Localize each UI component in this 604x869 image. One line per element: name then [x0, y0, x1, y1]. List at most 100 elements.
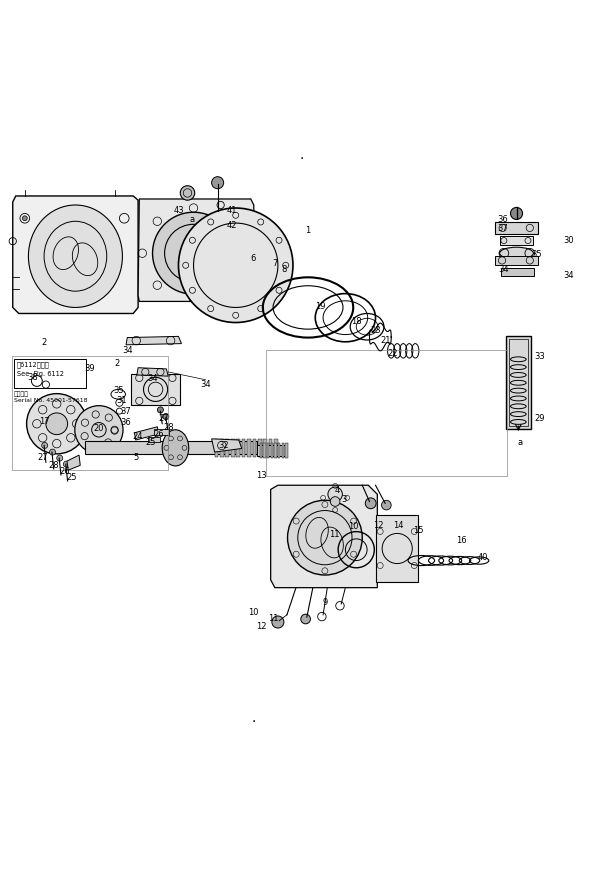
Circle shape	[158, 408, 164, 414]
Circle shape	[46, 414, 68, 435]
Text: 33: 33	[535, 352, 545, 361]
Text: a: a	[518, 437, 522, 446]
Circle shape	[328, 488, 342, 502]
Bar	[14, 360, 86, 388]
Text: 12: 12	[255, 620, 266, 630]
Text: 17: 17	[39, 416, 50, 425]
Polygon shape	[13, 196, 138, 314]
Circle shape	[330, 497, 340, 507]
Text: .: .	[252, 711, 256, 725]
Polygon shape	[271, 486, 378, 588]
Text: 35: 35	[113, 386, 123, 395]
Text: 5: 5	[133, 453, 139, 461]
Bar	[509, 340, 528, 427]
Text: 32: 32	[219, 441, 229, 449]
Text: 30: 30	[564, 236, 574, 245]
Text: 22: 22	[387, 348, 397, 358]
Circle shape	[178, 209, 293, 323]
Text: 11: 11	[268, 614, 279, 622]
Bar	[155, 429, 170, 435]
Text: 13: 13	[255, 471, 266, 480]
Text: See  Fig. 6112: See Fig. 6112	[17, 371, 64, 376]
Ellipse shape	[500, 248, 533, 260]
Text: 25: 25	[66, 472, 77, 481]
Text: Serial No. 45001-57618: Serial No. 45001-57618	[14, 398, 88, 402]
Bar	[263, 443, 266, 459]
Bar	[225, 440, 229, 457]
Text: 15: 15	[413, 526, 423, 534]
Circle shape	[211, 177, 223, 189]
Text: 41: 41	[226, 206, 237, 216]
Text: 40: 40	[478, 553, 488, 561]
Polygon shape	[135, 428, 159, 441]
Text: 25: 25	[145, 437, 155, 446]
Text: 26: 26	[153, 429, 164, 438]
Text: 2: 2	[42, 338, 47, 347]
Text: 围6112図参照: 围6112図参照	[17, 362, 50, 368]
Circle shape	[153, 213, 234, 295]
Bar	[500, 236, 533, 246]
Polygon shape	[137, 368, 169, 377]
Text: 34: 34	[122, 346, 132, 355]
Text: 34: 34	[564, 270, 574, 280]
Circle shape	[57, 455, 63, 461]
Circle shape	[22, 216, 27, 222]
Circle shape	[272, 616, 284, 628]
Text: 21: 21	[380, 335, 390, 344]
Circle shape	[27, 395, 87, 454]
Circle shape	[382, 501, 391, 510]
Bar	[269, 440, 272, 457]
Bar	[132, 375, 179, 406]
Text: 42: 42	[226, 221, 237, 230]
Bar	[266, 350, 507, 476]
Text: 8: 8	[281, 264, 287, 274]
Polygon shape	[67, 455, 80, 471]
Bar	[285, 443, 288, 459]
Text: 28: 28	[48, 461, 59, 469]
Bar	[220, 440, 223, 457]
Text: 24: 24	[133, 432, 143, 441]
Text: 6: 6	[250, 254, 255, 262]
Bar	[271, 443, 273, 459]
Text: a: a	[190, 216, 195, 224]
Text: 34: 34	[498, 264, 509, 274]
Text: 4: 4	[335, 486, 339, 494]
Bar	[231, 440, 234, 457]
Text: 36: 36	[120, 417, 131, 427]
Text: 9: 9	[323, 597, 327, 607]
Polygon shape	[211, 440, 242, 453]
Text: 28: 28	[163, 422, 173, 431]
Text: 2: 2	[114, 358, 120, 368]
Bar	[506, 336, 531, 429]
Bar	[149, 437, 161, 442]
Text: 10: 10	[248, 607, 259, 617]
Text: 29: 29	[535, 413, 545, 422]
Bar	[11, 356, 169, 471]
Bar	[247, 440, 251, 457]
Circle shape	[50, 449, 56, 455]
Bar	[267, 443, 269, 459]
Text: 36: 36	[497, 215, 508, 223]
Circle shape	[75, 406, 123, 454]
Bar	[495, 222, 538, 235]
Text: 26: 26	[59, 466, 70, 475]
Text: 20: 20	[93, 424, 103, 433]
Bar	[214, 440, 218, 457]
Text: 34: 34	[201, 380, 211, 389]
Circle shape	[180, 187, 194, 201]
Bar	[278, 443, 280, 459]
Circle shape	[301, 614, 310, 624]
Text: 34: 34	[147, 374, 158, 382]
Text: 適用番号: 適用番号	[14, 391, 29, 396]
Text: 3: 3	[341, 494, 347, 503]
Bar	[258, 440, 262, 457]
Polygon shape	[138, 200, 254, 302]
Circle shape	[365, 498, 376, 509]
Text: 27: 27	[37, 453, 48, 461]
Text: 1: 1	[306, 225, 310, 235]
Text: 19: 19	[315, 302, 326, 310]
Bar	[495, 256, 538, 266]
Text: 37: 37	[120, 407, 131, 415]
Text: 14: 14	[393, 521, 403, 529]
Ellipse shape	[28, 206, 123, 308]
